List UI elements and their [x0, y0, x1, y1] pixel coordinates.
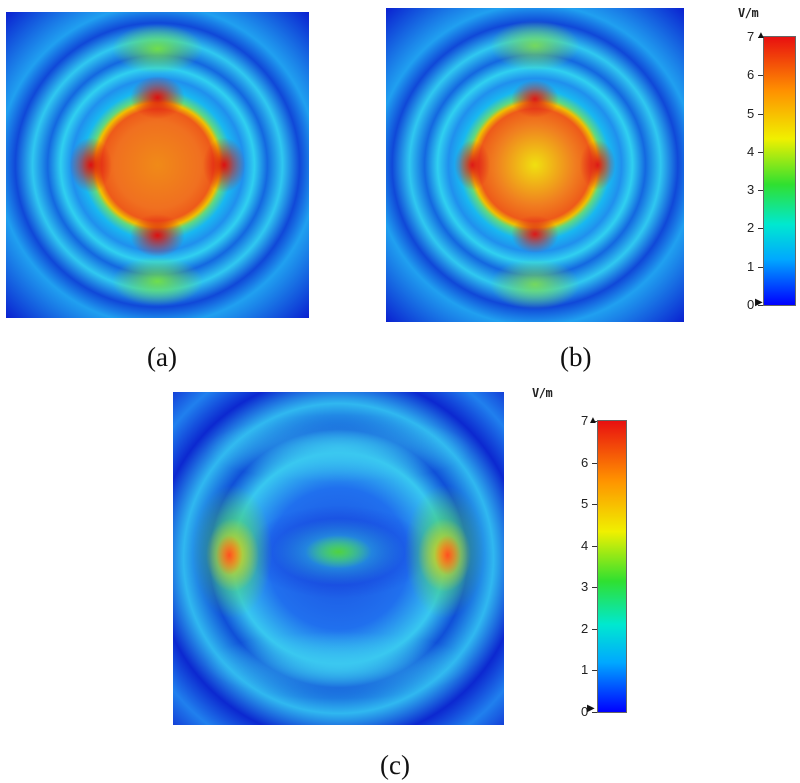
- colorbar-top-tick-label: 1: [747, 258, 755, 274]
- field-map-b: [386, 8, 684, 322]
- colorbar-bottom-tick-label: 5: [581, 496, 589, 512]
- colorbar-top-tick-label: 2: [747, 220, 755, 236]
- colorbar-top-tick-label: 0: [747, 297, 755, 312]
- caption-a: (a): [147, 342, 177, 372]
- colorbar-top-tick-mark: [758, 113, 763, 115]
- caption-b: (b): [560, 342, 592, 372]
- colorbar-bottom-tick-label: 3: [581, 579, 589, 595]
- colorbar-top-tick-mark: [758, 37, 763, 38]
- colorbar-top-tick-mark: [758, 305, 763, 306]
- colorbar-top-tick-mark: [758, 190, 763, 192]
- colorbar-bottom-tick-label: 1: [581, 662, 589, 678]
- colorbar-top-tick-mark: [758, 266, 763, 268]
- colorbar-bottom-tick-mark: [592, 462, 597, 464]
- colorbar-top-max-arrow-icon: ▲: [756, 30, 766, 41]
- colorbar-bottom-tick-mark: [592, 628, 597, 630]
- colorbar-bottom-tick-label: 0: [581, 704, 589, 719]
- colorbar-bottom-tick-mark: [592, 670, 597, 672]
- colorbar-top-tick-label: 5: [747, 105, 755, 121]
- colorbar-unit-top: V/m: [738, 6, 759, 20]
- colorbar-top-tick-label: 4: [747, 143, 755, 159]
- field-map-c: [173, 392, 504, 725]
- colorbar-bottom: [597, 420, 627, 713]
- colorbar-bottom-max-arrow-icon: ▲: [588, 415, 598, 426]
- field-map-a: [6, 12, 309, 318]
- colorbar-unit-bottom: V/m: [532, 386, 553, 400]
- colorbar-bottom-tick-mark: [592, 712, 597, 713]
- colorbar-top-tick-mark: [758, 151, 763, 153]
- colorbar-bottom-min-arrow-icon: ▶: [587, 703, 595, 714]
- colorbar-top-tick-label: 7: [747, 29, 755, 44]
- colorbar-top: [763, 36, 796, 306]
- colorbar-bottom-tick-label: 2: [581, 620, 589, 636]
- caption-c: (c): [380, 750, 410, 780]
- colorbar-top-tick-label: 6: [747, 67, 755, 83]
- colorbar-top-min-arrow-icon: ▶: [755, 297, 763, 308]
- colorbar-bottom-tick-label: 7: [581, 413, 589, 428]
- colorbar-top-tick-label: 3: [747, 182, 755, 198]
- colorbar-top-tick-mark: [758, 75, 763, 77]
- colorbar-bottom-tick-mark: [592, 545, 597, 547]
- colorbar-bottom-tick-label: 4: [581, 537, 589, 553]
- colorbar-bottom-tick-label: 6: [581, 454, 589, 470]
- colorbar-bottom-tick-mark: [592, 504, 597, 506]
- colorbar-top-tick-mark: [758, 228, 763, 230]
- colorbar-bottom-tick-mark: [592, 421, 597, 422]
- colorbar-bottom-tick-mark: [592, 587, 597, 589]
